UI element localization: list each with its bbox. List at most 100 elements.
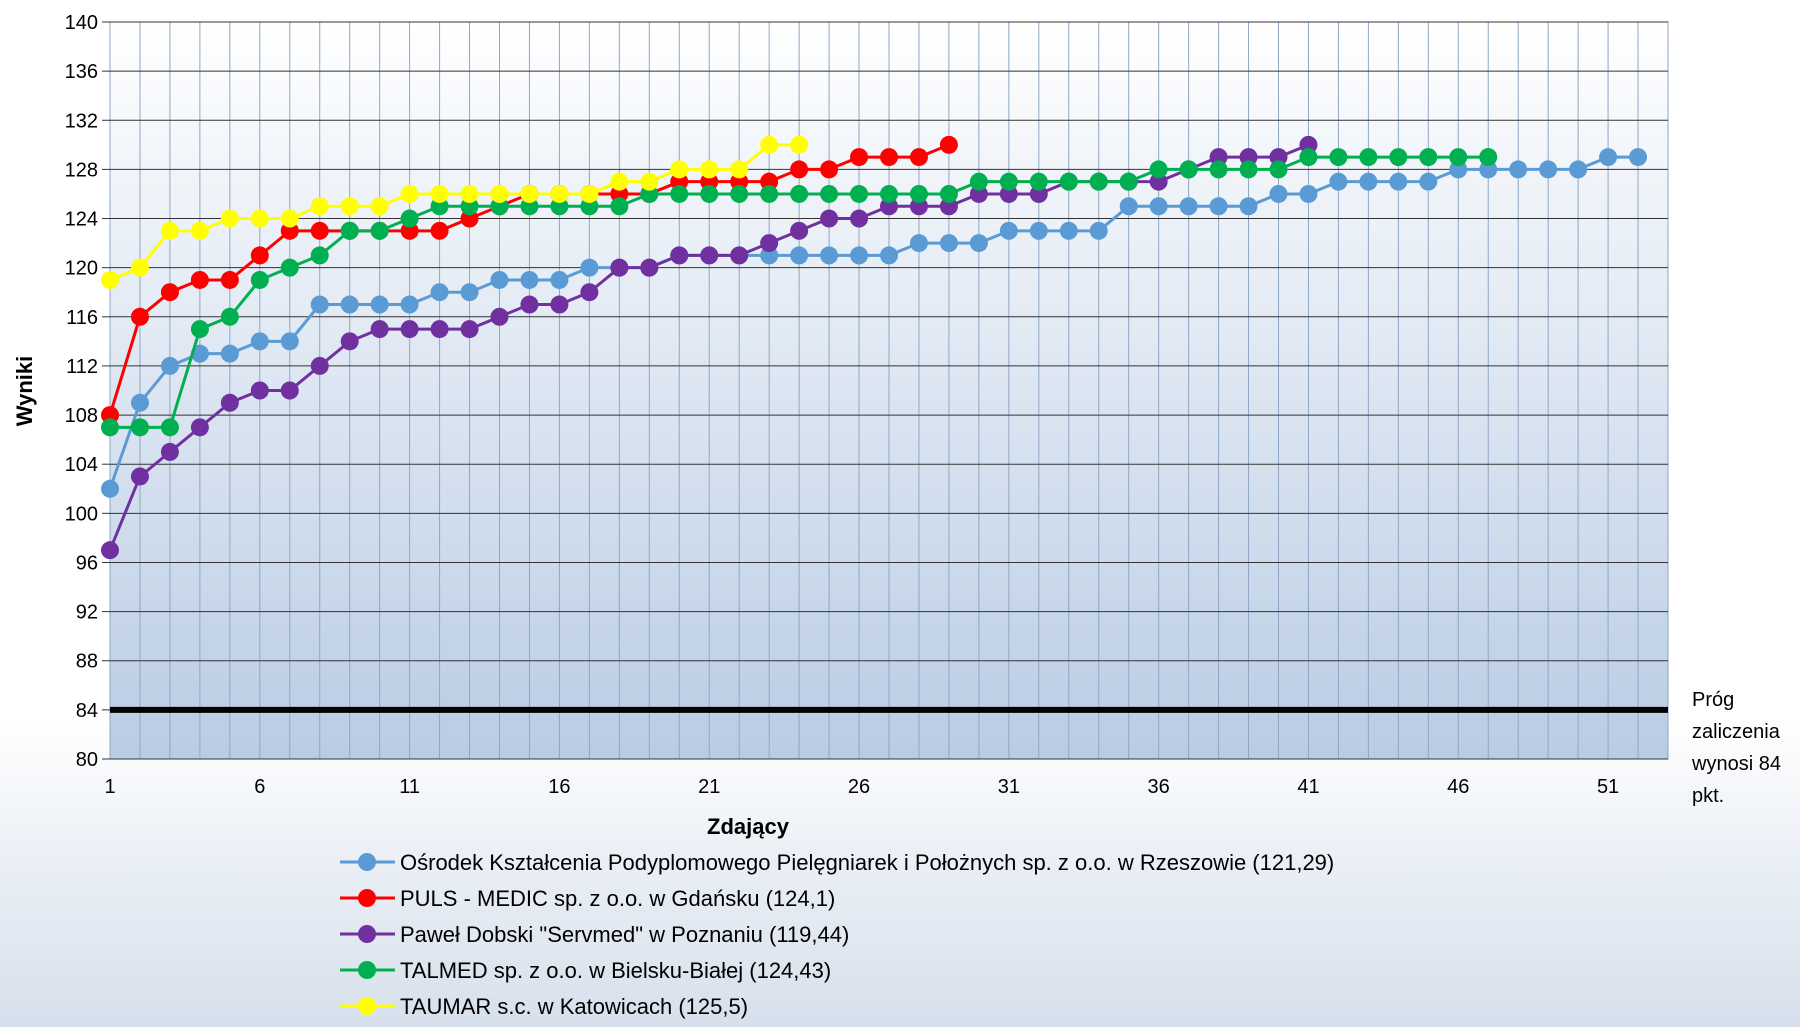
data-point xyxy=(190,270,209,289)
data-point xyxy=(850,148,869,167)
data-point xyxy=(340,221,359,240)
legend-marker xyxy=(358,925,376,943)
data-point xyxy=(1179,160,1198,179)
series-layer xyxy=(101,135,1648,560)
data-point xyxy=(130,307,149,326)
data-point xyxy=(250,270,269,289)
data-point xyxy=(1299,148,1318,167)
data-point xyxy=(280,381,299,400)
x-tick-label: 11 xyxy=(399,776,420,798)
data-point xyxy=(550,295,569,314)
data-point xyxy=(460,283,479,302)
data-point xyxy=(1059,221,1078,240)
y-tick-label: 96 xyxy=(76,552,98,574)
data-point xyxy=(400,320,419,339)
x-axis-title: Zdający xyxy=(707,814,790,839)
data-point xyxy=(580,283,599,302)
x-axis-ticks: 1 6 11 16 21 26 31 36 41 46 51 xyxy=(104,776,1619,798)
data-point xyxy=(1599,148,1618,167)
legend-item: TAUMAR s.c. w Katowicach (125,5) xyxy=(340,994,748,1019)
data-point xyxy=(1179,197,1198,216)
data-point xyxy=(220,344,239,363)
data-point xyxy=(250,332,269,351)
data-point xyxy=(700,184,719,203)
data-point xyxy=(1029,172,1048,191)
series-4 xyxy=(101,148,1498,437)
data-point xyxy=(190,320,209,339)
data-point xyxy=(1029,221,1048,240)
data-point xyxy=(1089,172,1108,191)
data-point xyxy=(1569,160,1588,179)
data-point xyxy=(101,479,119,498)
x-tick-label: 36 xyxy=(1148,776,1170,798)
data-point xyxy=(1149,160,1168,179)
data-point xyxy=(1539,160,1558,179)
data-point xyxy=(340,295,359,314)
data-point xyxy=(310,356,329,375)
data-point xyxy=(130,393,149,412)
data-point xyxy=(790,246,809,265)
y-tick-label: 116 xyxy=(66,307,98,329)
data-point xyxy=(760,184,779,203)
data-point xyxy=(101,541,119,560)
data-point xyxy=(670,160,689,179)
series-line xyxy=(108,155,1639,490)
data-point xyxy=(939,135,958,154)
data-point xyxy=(700,160,719,179)
y-tick-label: 100 xyxy=(65,503,98,525)
data-point xyxy=(670,246,689,265)
data-point xyxy=(340,197,359,216)
legend-marker xyxy=(358,997,376,1015)
data-point xyxy=(999,172,1018,191)
data-point xyxy=(370,197,389,216)
data-point xyxy=(1209,160,1228,179)
data-point xyxy=(1239,197,1258,216)
data-point xyxy=(850,209,869,228)
y-tick-label: 124 xyxy=(65,209,98,231)
data-point xyxy=(1329,172,1348,191)
data-point xyxy=(670,184,689,203)
data-point xyxy=(520,295,539,314)
data-point xyxy=(939,184,958,203)
data-point xyxy=(760,234,779,253)
vertical-gridlines xyxy=(109,22,1669,759)
data-point xyxy=(490,270,509,289)
data-point xyxy=(520,184,539,203)
data-point xyxy=(250,209,269,228)
data-point xyxy=(430,184,449,203)
data-point xyxy=(850,184,869,203)
data-point xyxy=(310,197,329,216)
y-tick-label: 80 xyxy=(76,749,98,771)
data-point xyxy=(280,332,299,351)
data-point xyxy=(880,184,898,203)
y-tick-label: 88 xyxy=(76,651,98,673)
data-point xyxy=(190,344,209,363)
data-point xyxy=(1479,148,1498,167)
data-point xyxy=(220,307,239,326)
legend: Ośrodek Kształcenia Podyplomowego Pielęg… xyxy=(340,850,1334,1019)
data-point xyxy=(1389,172,1408,191)
legend-label: PULS - MEDIC sp. z o.o. w Gdańsku (124,1… xyxy=(400,886,835,911)
data-point xyxy=(490,307,509,326)
data-point xyxy=(1239,160,1258,179)
threshold-note-line-1: Próg xyxy=(1692,689,1734,711)
data-point xyxy=(130,467,149,486)
y-tick-label: 92 xyxy=(76,602,98,624)
y-axis-title: Wyniki xyxy=(12,356,37,427)
data-point xyxy=(1359,148,1378,167)
y-tick-label: 108 xyxy=(65,405,98,427)
x-tick-label: 46 xyxy=(1447,776,1469,798)
data-point xyxy=(1389,148,1408,167)
data-point xyxy=(1509,160,1528,179)
data-point xyxy=(730,246,749,265)
data-point xyxy=(610,197,629,216)
data-point xyxy=(160,283,179,302)
data-point xyxy=(310,295,329,314)
data-point xyxy=(250,381,269,400)
x-tick-label: 16 xyxy=(548,776,570,798)
data-point xyxy=(1059,172,1078,191)
data-point xyxy=(580,258,599,277)
data-point xyxy=(1269,160,1288,179)
data-point xyxy=(1089,221,1108,240)
legend-item: TALMED sp. z o.o. w Bielsku-Białej (124,… xyxy=(340,958,831,983)
